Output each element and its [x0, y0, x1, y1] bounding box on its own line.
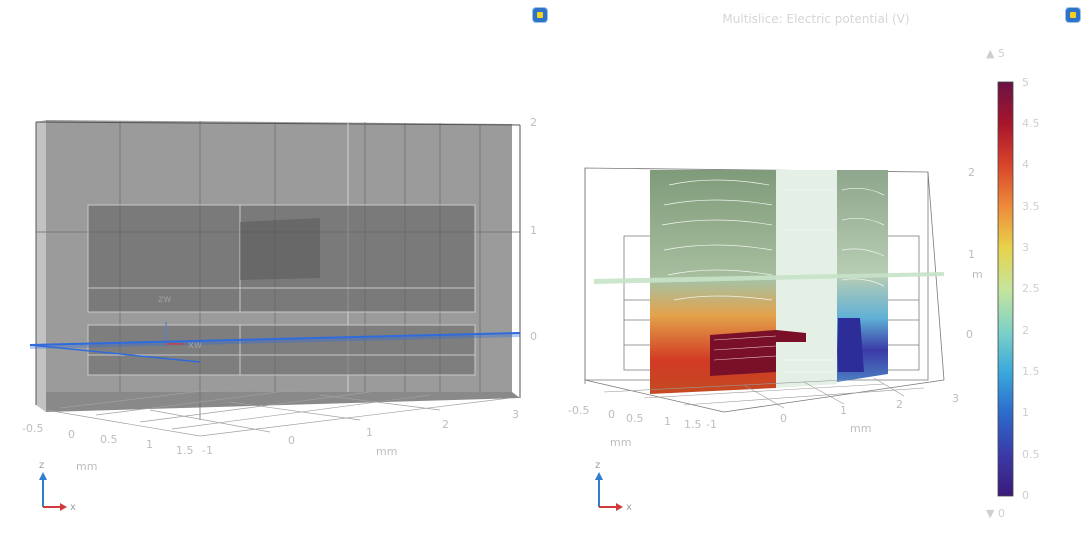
results-view[interactable]: Multislice: Electric potential (V): [544, 0, 1088, 548]
svg-text:z: z: [39, 460, 44, 471]
z-tick-1: 1: [968, 248, 975, 261]
x-tick-neg0.5: -0.5: [22, 422, 43, 435]
svg-text:4.5: 4.5: [1022, 117, 1040, 130]
x-unit: mm: [76, 460, 97, 473]
x-tick-neg0.5: -0.5: [568, 404, 589, 417]
y-tick-1: 1: [840, 404, 847, 417]
y-tick-0: 0: [780, 412, 787, 425]
z-tick-1: 1: [530, 224, 537, 237]
y-unit: mm: [376, 445, 397, 458]
svg-text:x: x: [626, 502, 632, 513]
x-unit: mm: [610, 436, 631, 449]
floor-grid: [603, 377, 925, 409]
colorbar-min-marker: ▼ 0: [986, 507, 1005, 520]
results-canvas[interactable]: 2 1 0 m -0.5 0 0.5 1 1.5 mm -1 0 1 2 3 m…: [544, 0, 1088, 548]
colorbar-max-marker: ▲ 5: [986, 47, 1005, 60]
svg-text:1: 1: [1022, 406, 1029, 419]
geometry-canvas[interactable]: zw xw 2 1 0 -0.5 0 0.5 1 1.5 mm -1 0 1 2…: [0, 0, 544, 548]
svg-text:3.5: 3.5: [1022, 200, 1040, 213]
svg-text:0: 0: [1022, 489, 1029, 502]
y-tick-0: 0: [288, 434, 295, 447]
svg-text:2: 2: [1022, 324, 1029, 337]
x-tick-1: 1: [146, 438, 153, 451]
x-tick-0: 0: [68, 428, 75, 441]
y-tick-3: 3: [512, 408, 519, 421]
z-tick-0: 0: [966, 328, 973, 341]
svg-text:2.5: 2.5: [1022, 282, 1040, 295]
svg-text:4: 4: [1022, 158, 1029, 171]
inner-block-lower: [87, 324, 476, 376]
x-tick-1: 1: [664, 415, 671, 428]
x-tick-1.5: 1.5: [684, 418, 702, 431]
svg-text:z: z: [595, 460, 600, 471]
axis-triad: z x: [595, 460, 632, 513]
x-tick-0.5: 0.5: [626, 412, 644, 425]
svg-text:5: 5: [1022, 76, 1029, 89]
x-tick-0.5: 0.5: [100, 433, 118, 446]
z-tick-2: 2: [968, 166, 975, 179]
colorbar: ▲ 5 5 4.5 4 3.5 3 2.5 2 1.5 1 0.5 0 ▼ 0: [986, 47, 1040, 520]
y-tick-neg1: -1: [202, 444, 213, 457]
svg-text:3: 3: [1022, 241, 1029, 254]
y-tick-3: 3: [952, 392, 959, 405]
svg-text:1.5: 1.5: [1022, 365, 1040, 378]
svg-text:x: x: [70, 502, 76, 513]
x-tick-0: 0: [608, 408, 615, 421]
plane-label-zw: zw: [158, 294, 171, 305]
graphics-toolbar-icon[interactable]: [1066, 8, 1080, 22]
svg-text:0.5: 0.5: [1022, 448, 1040, 461]
y-tick-1: 1: [366, 426, 373, 439]
workplane[interactable]: [29, 322, 521, 363]
plane-label-xw: xw: [188, 340, 202, 351]
y-unit: mm: [850, 422, 871, 435]
z-tick-2: 2: [530, 116, 537, 129]
inner-block-upper: [87, 204, 476, 313]
graphics-toolbar-icon[interactable]: [533, 8, 547, 22]
y-tick-2: 2: [896, 398, 903, 411]
geometry-view[interactable]: zw xw 2 1 0 -0.5 0 0.5 1 1.5 mm -1 0 1 2…: [0, 0, 547, 548]
plot-title: Multislice: Electric potential (V): [722, 12, 910, 26]
y-tick-2: 2: [442, 418, 449, 431]
slice-left: [650, 170, 777, 394]
axis-triad: z x: [39, 460, 76, 513]
x-tick-1.5: 1.5: [176, 444, 194, 457]
y-tick-neg1: -1: [706, 418, 717, 431]
z-unit: m: [972, 268, 983, 281]
z-tick-0: 0: [530, 330, 537, 343]
floor-grid: [45, 383, 511, 437]
slice-horizontal: [594, 272, 944, 284]
